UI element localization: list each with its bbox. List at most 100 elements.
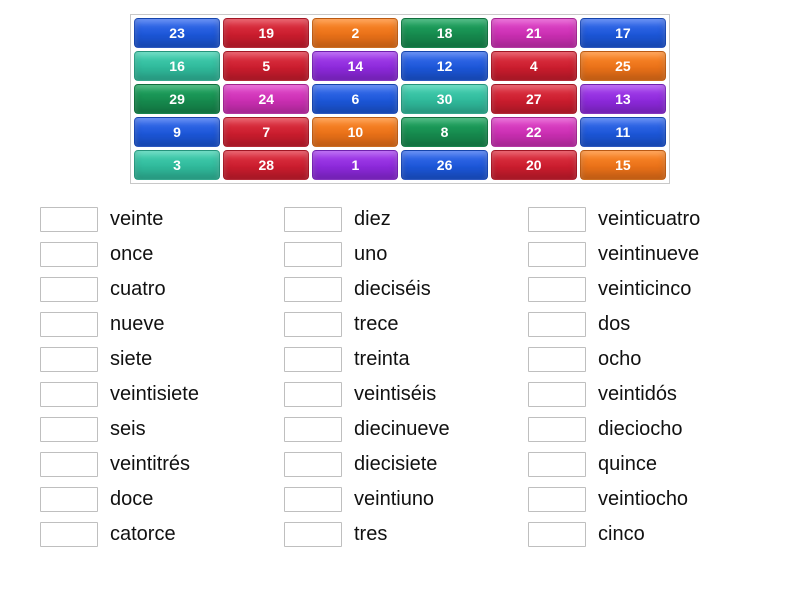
number-tile[interactable]: 2	[312, 18, 398, 48]
drop-slot[interactable]	[528, 277, 586, 302]
drop-slot[interactable]	[528, 452, 586, 477]
answer-row: veintitrés	[40, 447, 272, 482]
number-word-label: veinticuatro	[598, 208, 700, 231]
number-word-label: dieciséis	[354, 278, 431, 301]
answer-row: veintiséis	[284, 377, 516, 412]
number-tile[interactable]: 26	[401, 150, 487, 180]
drop-slot[interactable]	[284, 382, 342, 407]
drop-slot[interactable]	[284, 522, 342, 547]
drop-slot[interactable]	[40, 242, 98, 267]
drop-slot[interactable]	[40, 522, 98, 547]
drop-slot[interactable]	[528, 522, 586, 547]
answer-row: dieciséis	[284, 272, 516, 307]
drop-slot[interactable]	[528, 417, 586, 442]
drop-slot[interactable]	[40, 487, 98, 512]
number-word-label: veintidós	[598, 383, 677, 406]
number-tile[interactable]: 7	[223, 117, 309, 147]
number-tile[interactable]: 28	[223, 150, 309, 180]
number-word-label: uno	[354, 243, 387, 266]
number-tile[interactable]: 27	[491, 84, 577, 114]
number-tile[interactable]: 8	[401, 117, 487, 147]
drop-slot[interactable]	[40, 207, 98, 232]
number-word-label: ocho	[598, 348, 641, 371]
drop-slot[interactable]	[284, 347, 342, 372]
number-word-label: treinta	[354, 348, 410, 371]
number-tile[interactable]: 14	[312, 51, 398, 81]
number-tile[interactable]: 13	[580, 84, 666, 114]
number-tile[interactable]: 25	[580, 51, 666, 81]
number-tile[interactable]: 29	[134, 84, 220, 114]
drop-slot[interactable]	[528, 347, 586, 372]
number-word-label: catorce	[110, 523, 176, 546]
answer-row: doce	[40, 482, 272, 517]
answer-row: dieciocho	[528, 412, 760, 447]
answer-row: diecinueve	[284, 412, 516, 447]
number-word-label: tres	[354, 523, 387, 546]
number-word-label: siete	[110, 348, 152, 371]
drop-slot[interactable]	[284, 487, 342, 512]
drop-slot[interactable]	[528, 242, 586, 267]
answer-row: veintiuno	[284, 482, 516, 517]
answer-row: cuatro	[40, 272, 272, 307]
number-tile[interactable]: 18	[401, 18, 487, 48]
drop-slot[interactable]	[40, 277, 98, 302]
number-tile[interactable]: 22	[491, 117, 577, 147]
drop-slot[interactable]	[284, 207, 342, 232]
number-word-label: veinte	[110, 208, 163, 231]
number-tile[interactable]: 12	[401, 51, 487, 81]
answer-row: uno	[284, 237, 516, 272]
answer-row: tres	[284, 517, 516, 552]
number-tile[interactable]: 19	[223, 18, 309, 48]
answer-row: veintinueve	[528, 237, 760, 272]
answer-column: veinteoncecuatronuevesieteveintisietesei…	[40, 202, 272, 552]
drop-slot[interactable]	[284, 417, 342, 442]
number-tile[interactable]: 1	[312, 150, 398, 180]
answer-column: veinticuatro veintinueveveinticinco dos och…	[528, 202, 760, 552]
answer-row: veintisiete	[40, 377, 272, 412]
drop-slot[interactable]	[528, 382, 586, 407]
number-tile[interactable]: 6	[312, 84, 398, 114]
number-tile[interactable]: 24	[223, 84, 309, 114]
number-tile[interactable]: 9	[134, 117, 220, 147]
number-tile[interactable]: 20	[491, 150, 577, 180]
number-tile[interactable]: 3	[134, 150, 220, 180]
number-tile[interactable]: 23	[134, 18, 220, 48]
number-word-label: veintiocho	[598, 488, 688, 511]
number-word-label: veintiséis	[354, 383, 436, 406]
number-tile[interactable]: 5	[223, 51, 309, 81]
answer-row: cinco	[528, 517, 760, 552]
drop-slot[interactable]	[528, 207, 586, 232]
number-tile[interactable]: 30	[401, 84, 487, 114]
number-word-label: veintitrés	[110, 453, 190, 476]
number-word-label: dos	[598, 313, 630, 336]
answer-row: nueve	[40, 307, 272, 342]
drop-slot[interactable]	[284, 277, 342, 302]
answer-row: trece	[284, 307, 516, 342]
number-tile[interactable]: 16	[134, 51, 220, 81]
drop-slot[interactable]	[528, 312, 586, 337]
answer-row: veintiocho	[528, 482, 760, 517]
number-word-label: doce	[110, 488, 153, 511]
drop-slot[interactable]	[284, 312, 342, 337]
drop-slot[interactable]	[40, 312, 98, 337]
answer-row: diez	[284, 202, 516, 237]
number-tile[interactable]: 10	[312, 117, 398, 147]
number-tile[interactable]: 21	[491, 18, 577, 48]
drop-slot[interactable]	[284, 452, 342, 477]
number-tile[interactable]: 11	[580, 117, 666, 147]
answer-row: veinticinco	[528, 272, 760, 307]
number-tile[interactable]: 15	[580, 150, 666, 180]
drop-slot[interactable]	[40, 347, 98, 372]
drop-slot[interactable]	[284, 242, 342, 267]
number-tile[interactable]: 17	[580, 18, 666, 48]
number-word-label: cuatro	[110, 278, 166, 301]
drop-slot[interactable]	[40, 417, 98, 442]
drop-slot[interactable]	[528, 487, 586, 512]
drop-slot[interactable]	[40, 452, 98, 477]
number-word-label: veintisiete	[110, 383, 199, 406]
drop-slot[interactable]	[40, 382, 98, 407]
number-word-label: seis	[110, 418, 146, 441]
answer-row: siete	[40, 342, 272, 377]
number-word-label: cinco	[598, 523, 645, 546]
number-tile[interactable]: 4	[491, 51, 577, 81]
